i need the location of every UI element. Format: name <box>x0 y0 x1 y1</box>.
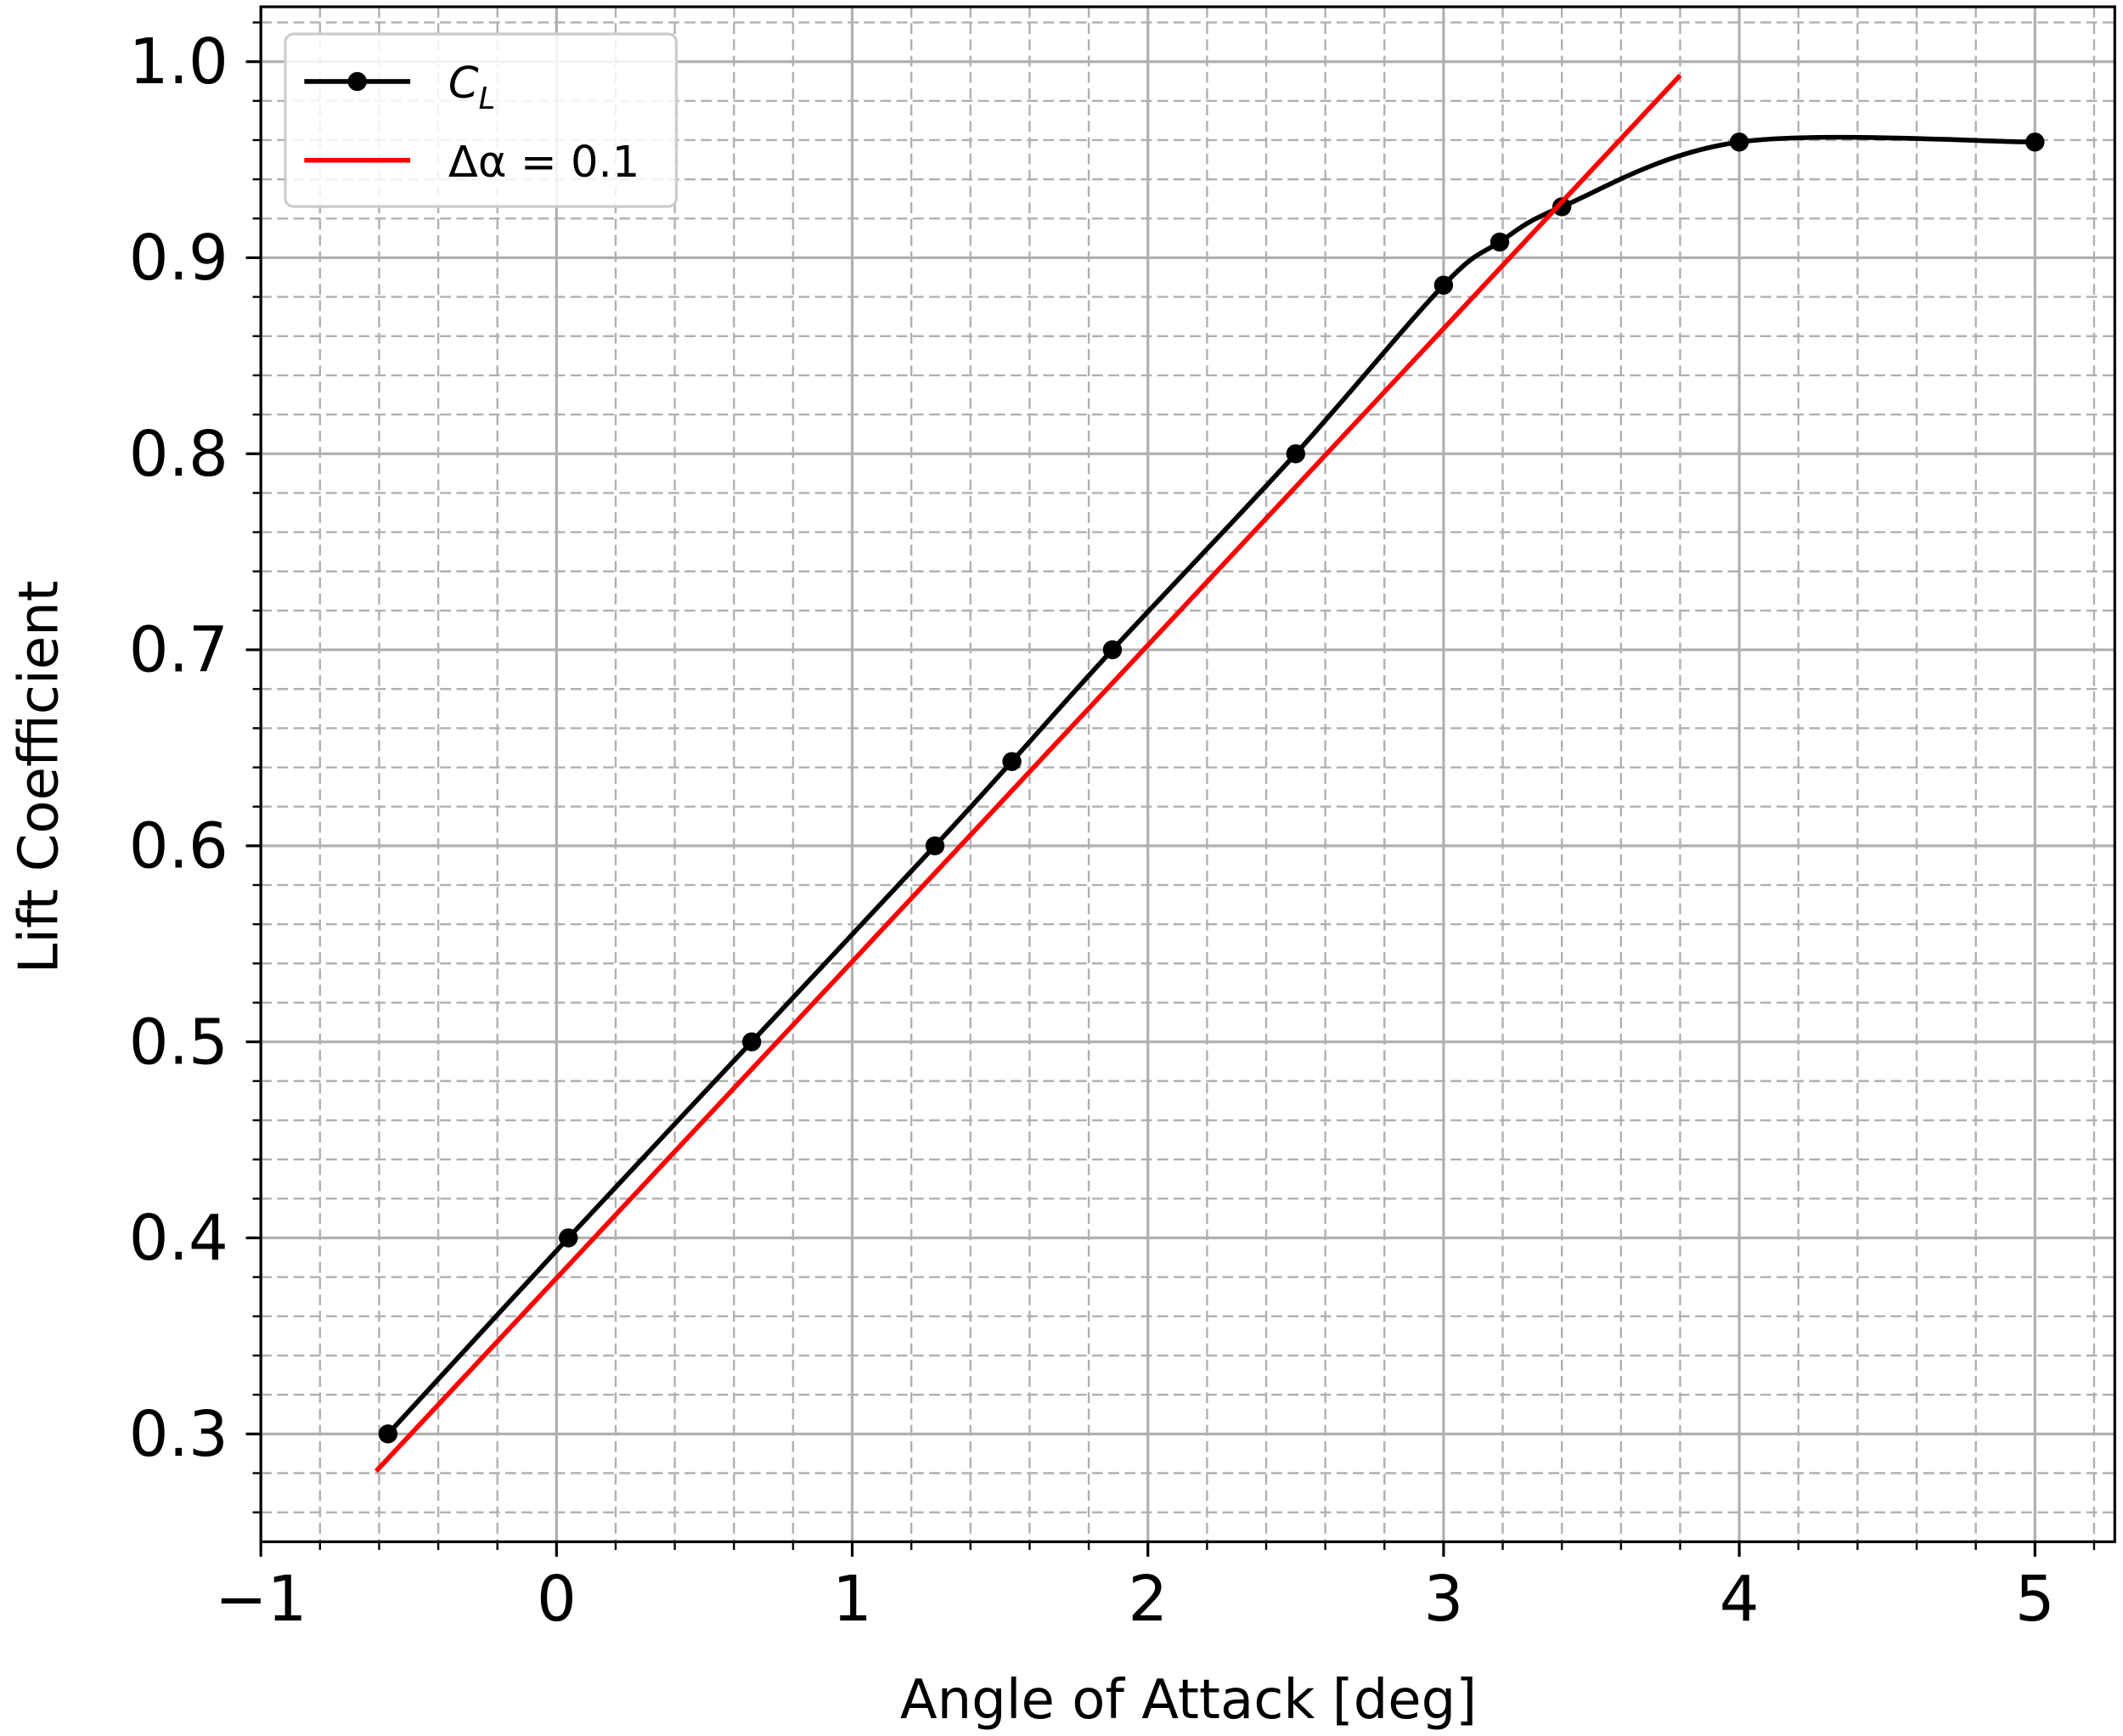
x-tick-label: 2 <box>1128 1564 1168 1636</box>
x-tick-label: 1 <box>832 1564 872 1636</box>
x-tick-label: 3 <box>1424 1564 1464 1636</box>
legend-box <box>284 32 679 208</box>
point <box>1489 232 1510 252</box>
y-tick-label: 0.3 <box>129 1399 228 1471</box>
x-tick-label: 4 <box>1720 1564 1760 1636</box>
y-tick-label: 0.9 <box>129 223 228 295</box>
point <box>1102 640 1123 660</box>
y-tick-label: 0.5 <box>129 1006 228 1079</box>
x-tick-label: 0 <box>537 1564 577 1636</box>
point <box>925 836 945 856</box>
y-axis-label: Lift Coefficient <box>8 580 70 973</box>
series-line <box>374 73 1682 1474</box>
y-tick-label: 0.4 <box>129 1203 228 1275</box>
x-axis-label: Angle of Attack [deg] <box>900 1669 1477 1732</box>
point <box>741 1032 762 1051</box>
x-tick-label: −1 <box>215 1564 307 1636</box>
legend-label-sub: L <box>479 82 496 116</box>
y-tick-label: 0.8 <box>129 419 228 491</box>
y-tick-label: 0.7 <box>129 615 228 687</box>
point <box>559 1228 578 1248</box>
legend-label: Δα = 0.1 <box>448 138 639 188</box>
point <box>378 1424 398 1444</box>
point <box>1433 275 1454 295</box>
y-tick-label: 0.6 <box>129 810 228 882</box>
point <box>1286 444 1306 464</box>
point <box>1729 132 1749 152</box>
point <box>1552 197 1572 217</box>
legend-label: CL <box>448 59 495 116</box>
series-line <box>386 134 2036 1436</box>
x-tick-label: 5 <box>2015 1564 2055 1636</box>
point <box>1002 752 1022 771</box>
plot-frame <box>259 5 2116 1543</box>
point <box>2025 132 2045 152</box>
legend-label-main: C <box>448 59 479 109</box>
legend-marker <box>347 71 367 92</box>
y-tick-label: 1.0 <box>129 26 228 99</box>
